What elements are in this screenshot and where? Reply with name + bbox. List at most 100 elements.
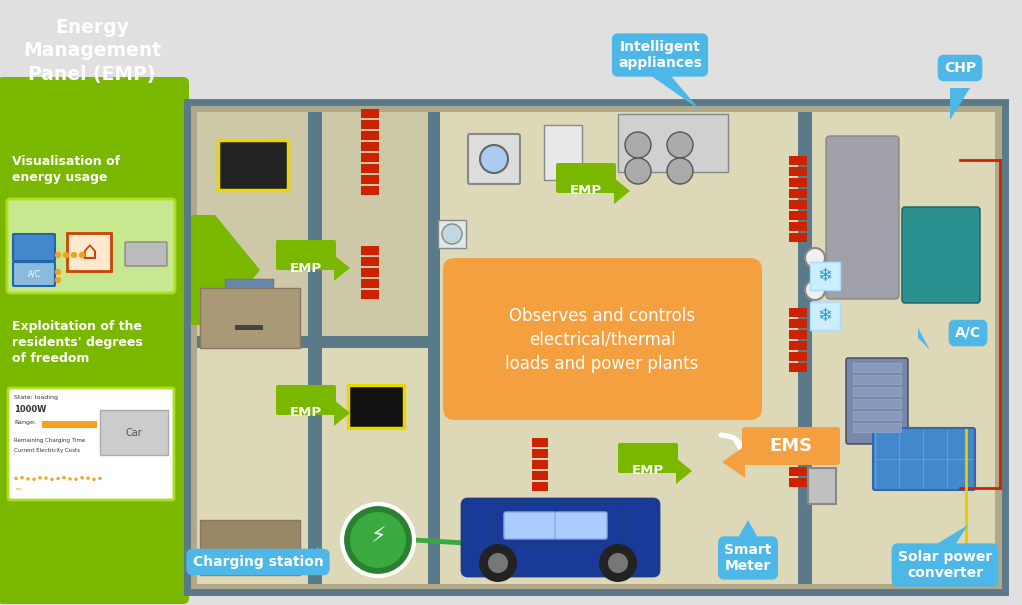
Bar [789, 445, 807, 454]
Bar [218, 140, 288, 190]
Bar [789, 189, 807, 197]
FancyBboxPatch shape [618, 443, 678, 473]
Bar [197, 336, 308, 348]
Circle shape [479, 544, 517, 582]
Polygon shape [738, 520, 758, 538]
FancyBboxPatch shape [468, 134, 520, 184]
Circle shape [27, 478, 29, 480]
Circle shape [63, 477, 65, 479]
Circle shape [55, 252, 60, 258]
FancyArrowPatch shape [721, 435, 746, 450]
Bar [100, 410, 168, 455]
Text: 1000W: 1000W [14, 405, 46, 414]
Circle shape [80, 252, 85, 258]
Circle shape [342, 504, 414, 576]
FancyBboxPatch shape [846, 358, 908, 444]
Bar [187, 102, 1005, 592]
Text: Current Electricity Costs: Current Electricity Costs [14, 448, 80, 453]
Circle shape [72, 252, 77, 258]
Text: Solar power
converter: Solar power converter [898, 549, 992, 580]
Circle shape [51, 479, 53, 480]
FancyBboxPatch shape [13, 262, 55, 286]
FancyBboxPatch shape [276, 385, 336, 415]
Bar [853, 399, 901, 408]
Bar [361, 163, 379, 172]
Bar [361, 152, 379, 162]
Bar [322, 112, 428, 348]
Bar [853, 375, 901, 384]
Polygon shape [614, 178, 630, 204]
Bar [361, 246, 379, 255]
Bar [361, 290, 379, 299]
Bar [789, 434, 807, 442]
Bar [853, 423, 901, 432]
Polygon shape [935, 525, 968, 545]
Text: ~: ~ [14, 485, 21, 494]
Bar [361, 257, 379, 266]
Bar [789, 330, 807, 339]
Polygon shape [950, 88, 970, 120]
FancyBboxPatch shape [462, 499, 659, 576]
Circle shape [39, 477, 41, 479]
FancyBboxPatch shape [504, 512, 556, 539]
Text: Charging station: Charging station [192, 555, 323, 569]
Bar [361, 268, 379, 277]
Bar [789, 362, 807, 371]
Polygon shape [308, 545, 320, 567]
Bar [361, 120, 379, 128]
Text: Car: Car [126, 428, 142, 438]
FancyBboxPatch shape [902, 207, 980, 303]
Bar [789, 232, 807, 241]
Bar [225, 279, 273, 315]
Circle shape [93, 479, 95, 480]
Bar [810, 262, 840, 290]
Circle shape [33, 478, 35, 480]
Bar [789, 211, 807, 220]
Text: Observes and controls
electrical/thermal
loads and power plants: Observes and controls electrical/thermal… [505, 307, 699, 373]
Circle shape [81, 477, 83, 479]
Bar [789, 307, 807, 316]
Bar [789, 155, 807, 165]
Circle shape [599, 544, 637, 582]
Text: Exploitation of the
residents' degrees
of freedom: Exploitation of the residents' degrees o… [12, 320, 143, 365]
Polygon shape [334, 400, 350, 426]
Bar [438, 220, 466, 248]
Bar [532, 471, 548, 480]
Text: Smart
Meter: Smart Meter [725, 543, 772, 574]
Bar [361, 131, 379, 140]
Bar [218, 140, 288, 190]
FancyBboxPatch shape [8, 388, 174, 500]
Text: ⚡: ⚡ [370, 527, 386, 547]
FancyBboxPatch shape [0, 77, 189, 604]
Bar [235, 325, 263, 330]
Polygon shape [150, 215, 260, 325]
Polygon shape [676, 458, 692, 484]
FancyBboxPatch shape [556, 163, 616, 193]
Text: ❄: ❄ [818, 307, 833, 325]
Bar [197, 112, 308, 348]
Bar [42, 421, 97, 428]
Bar [853, 387, 901, 396]
Bar [361, 186, 379, 194]
Bar [361, 174, 379, 183]
Bar [853, 411, 901, 420]
Circle shape [625, 132, 651, 158]
Circle shape [667, 158, 693, 184]
Circle shape [69, 478, 71, 480]
Bar [532, 460, 548, 469]
FancyBboxPatch shape [873, 428, 975, 490]
Bar [532, 438, 548, 447]
FancyBboxPatch shape [276, 240, 336, 270]
FancyBboxPatch shape [495, 503, 623, 545]
Bar [618, 114, 728, 172]
Circle shape [45, 477, 47, 479]
Bar [810, 302, 840, 330]
Circle shape [99, 477, 101, 479]
Bar [200, 288, 300, 348]
Bar [200, 520, 300, 575]
Circle shape [625, 158, 651, 184]
Polygon shape [918, 328, 930, 350]
Text: EMP: EMP [570, 185, 602, 197]
Text: Visualisation of
energy usage: Visualisation of energy usage [12, 155, 121, 184]
Circle shape [487, 553, 508, 573]
